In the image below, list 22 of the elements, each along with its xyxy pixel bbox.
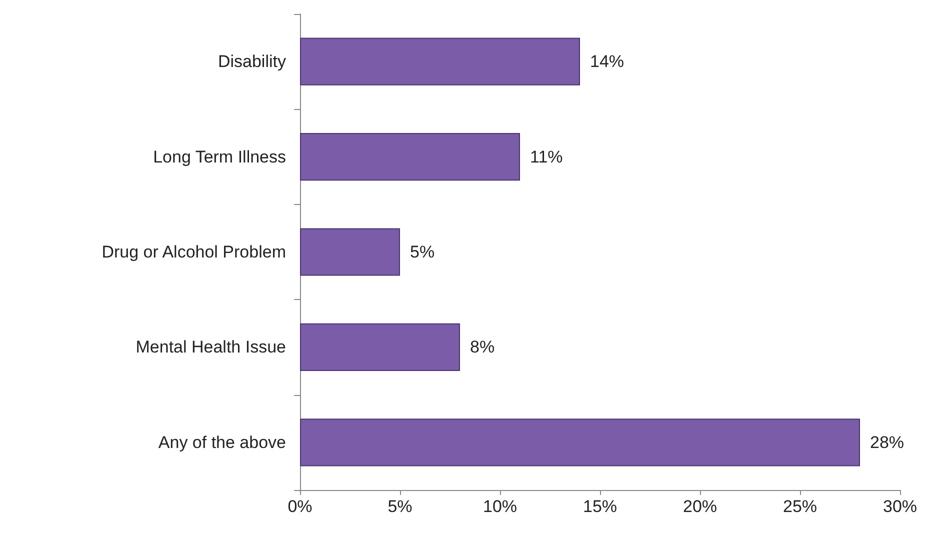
y-tick-label: Mental Health Issue: [136, 338, 286, 357]
bar: [300, 323, 460, 371]
data-label: 8%: [470, 338, 495, 357]
bar: [300, 228, 400, 276]
x-tick-label: 5%: [388, 497, 412, 516]
bar: [300, 133, 520, 181]
x-tick-label: 20%: [682, 497, 718, 516]
x-tick-label: 25%: [782, 497, 818, 516]
data-label: 28%: [870, 432, 904, 452]
bar: [300, 418, 860, 466]
data-label: 11%: [530, 147, 563, 166]
x-tick-label: 30%: [882, 497, 918, 516]
y-tick-label: Long Term Illness: [153, 147, 286, 166]
x-tick-label: 10%: [482, 497, 518, 516]
data-label: 14%: [590, 52, 624, 72]
y-tick-label: Disability: [218, 52, 286, 72]
y-tick-label: Any of the above: [158, 432, 286, 452]
x-tick-label: 15%: [582, 497, 618, 516]
y-tick-label: Drug or Alcohol Problem: [102, 242, 286, 262]
data-label: 5%: [410, 242, 435, 262]
bar: [300, 38, 580, 86]
x-tick-label: 0%: [288, 497, 312, 516]
